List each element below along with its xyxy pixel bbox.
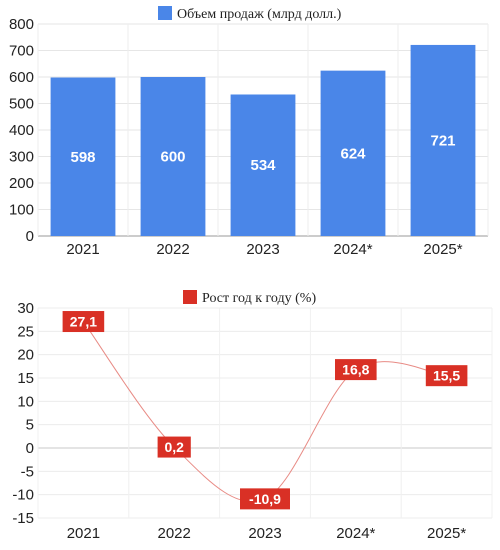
data-point-label: 15,5 (433, 368, 460, 384)
x-tick-label: 2021 (67, 525, 100, 542)
bar-value-label: 624 (340, 145, 366, 162)
data-point-marker (335, 359, 377, 381)
y-tick-label: 300 (9, 149, 34, 166)
data-point: 15,5 (425, 365, 468, 387)
data-point: 16,8 (335, 359, 377, 381)
bar (230, 94, 296, 237)
x-tick-label: 2022 (158, 525, 191, 542)
legend-swatch (183, 290, 197, 304)
bar-value-label: 534 (250, 157, 276, 174)
y-tick-label: 20 (17, 347, 34, 364)
series-line (82, 321, 447, 503)
y-tick-label: 400 (9, 122, 34, 139)
y-tick-label: 5 (26, 417, 34, 434)
bar-value-label: 600 (160, 149, 185, 166)
data-point-label: 0,2 (164, 439, 184, 455)
yoy-growth-line-chart: -15 -10 -5 0 5 10 15 20 25 30 Рост год к году (%) 2… (12, 290, 493, 542)
y-tick-label: 600 (9, 69, 34, 86)
legend: Рост год к году (%) (183, 290, 316, 306)
data-point: 0,2 (157, 436, 191, 458)
x-tick-label: 2024* (336, 525, 375, 542)
x-tick-label: 2025* (423, 241, 462, 258)
y-tick-label: 15 (17, 370, 34, 387)
x-tick-label: 2022 (156, 241, 189, 258)
legend-swatch (158, 6, 172, 20)
y-tick-label: -10 (12, 487, 34, 504)
data-point-marker (62, 311, 105, 333)
data-point-marker (157, 436, 191, 458)
bar (410, 44, 476, 237)
y-tick-label: 0 (26, 228, 34, 245)
sales-volume-bar-chart: 0 100 200 300 400 500 600 700 800 Объем продаж (м… (9, 6, 489, 258)
x-tick-label: 2023 (248, 525, 281, 542)
y-tick-label: 500 (9, 96, 34, 113)
data-point-marker (240, 488, 290, 510)
y-tick-label: 25 (17, 323, 34, 340)
y-tick-label: 0 (26, 440, 34, 457)
data-point-marker (425, 365, 468, 387)
bar-value-label: 721 (430, 132, 455, 149)
legend-label: Рост год к году (%) (202, 291, 316, 306)
legend: Объем продаж (млрд долл.) (158, 6, 342, 22)
data-point-label: 16,8 (342, 362, 369, 378)
y-tick-label: 10 (17, 393, 34, 410)
y-tick-label: -5 (21, 463, 34, 480)
y-tick-label: 30 (17, 300, 34, 317)
bar (140, 77, 206, 236)
legend-label: Объем продаж (млрд долл.) (177, 7, 342, 22)
y-tick-label: 100 (9, 202, 34, 219)
y-tick-label: 700 (9, 43, 34, 60)
y-tick-label: -15 (12, 510, 34, 527)
data-point-label: 27,1 (70, 314, 97, 330)
x-tick-label: 2024* (333, 241, 372, 258)
x-tick-label: 2023 (246, 241, 279, 258)
data-point-label: -10,9 (249, 491, 281, 507)
data-point: -10,9 (240, 488, 290, 510)
y-tick-label: 200 (9, 175, 34, 192)
bar (50, 77, 116, 236)
bar-value-label: 598 (70, 149, 95, 166)
x-tick-label: 2021 (66, 241, 99, 258)
bar (320, 70, 386, 236)
y-tick-label: 800 (9, 16, 34, 33)
data-point: 27,1 (62, 311, 105, 333)
x-tick-label: 2025* (427, 525, 466, 542)
